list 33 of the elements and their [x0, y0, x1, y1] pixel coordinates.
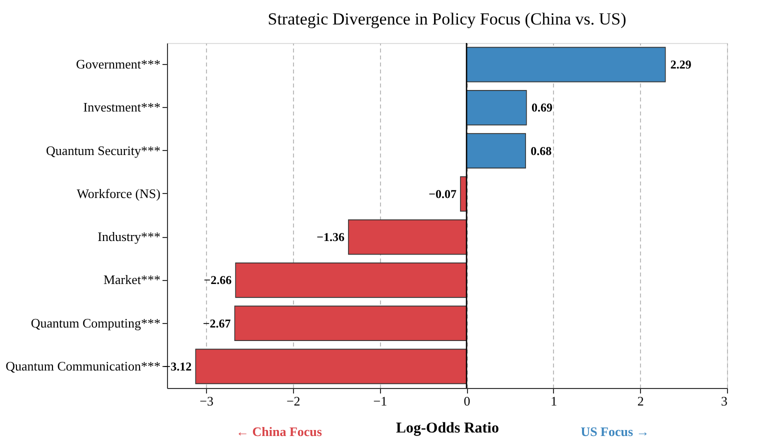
y-tick-label: Government*** — [76, 56, 160, 72]
x-tick-label: 1 — [550, 394, 558, 408]
x-tick-label: 3 — [721, 394, 728, 408]
text: ← China Focus — [236, 424, 322, 439]
data-label: 0.68 — [530, 144, 552, 158]
data-label: 2.29 — [670, 58, 692, 72]
chart-title: Strategic Divergence in Policy Focus (China vs. US) — [268, 9, 626, 28]
y-tick-label: Industry*** — [98, 229, 160, 244]
x-tick-label: 0 — [464, 394, 470, 408]
data-label: 0.69 — [531, 100, 552, 115]
x-tick-label: −3 — [200, 394, 214, 408]
x-tick-label: −1 — [373, 394, 388, 408]
y-tick-label: Quantum Computing*** — [30, 315, 160, 330]
bar — [466, 90, 527, 126]
bar — [348, 219, 467, 255]
y-tick-label: Workforce (NS) — [76, 186, 160, 201]
x-tick-label: 2 — [637, 394, 644, 408]
bar — [235, 262, 467, 298]
bar — [234, 306, 467, 341]
text: US Focus → — [580, 424, 650, 439]
y-tick-label: Quantum Security*** — [46, 142, 160, 158]
y-tick-label: Market*** — [103, 272, 160, 288]
data-label: −0.07 — [428, 186, 456, 201]
bar — [195, 348, 467, 384]
x-tick-label: −2 — [286, 394, 300, 408]
data-label: −1.36 — [316, 230, 344, 244]
bar — [466, 133, 526, 168]
data-label: −2.67 — [202, 316, 231, 330]
data-label: −2.66 — [204, 273, 232, 288]
bar — [466, 46, 666, 82]
x-axis-title: Log-Odds Ratio — [396, 420, 499, 436]
y-tick-label: Quantum Communication*** — [6, 358, 160, 374]
y-tick-label: Investment*** — [83, 100, 160, 115]
